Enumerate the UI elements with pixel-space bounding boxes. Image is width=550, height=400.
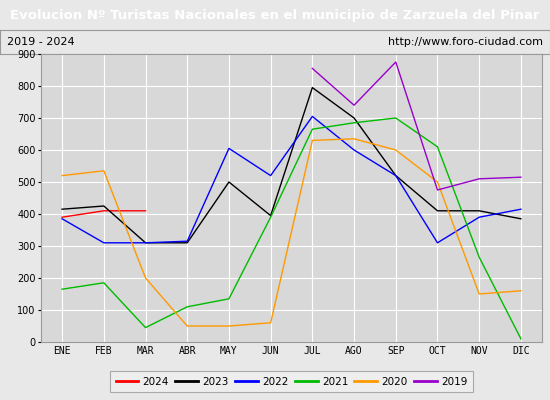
2020 [434, 180, 441, 184]
2021 [351, 120, 358, 125]
2022 [226, 146, 232, 151]
2023 [351, 116, 358, 120]
2024 [59, 215, 65, 220]
Line: 2021: 2021 [62, 118, 521, 339]
Text: 2019 - 2024: 2019 - 2024 [7, 37, 74, 47]
2021 [142, 325, 149, 330]
2021 [476, 255, 482, 260]
2023 [142, 240, 149, 245]
Legend: 2024, 2023, 2022, 2021, 2020, 2019: 2024, 2023, 2022, 2021, 2020, 2019 [111, 372, 472, 392]
2020 [267, 320, 274, 325]
2022 [309, 114, 316, 119]
2022 [476, 215, 482, 220]
2022 [434, 240, 441, 245]
2019 [351, 103, 358, 108]
2022 [184, 239, 190, 244]
2020 [226, 324, 232, 328]
2021 [59, 287, 65, 292]
2021 [226, 296, 232, 301]
2020 [476, 292, 482, 296]
2021 [267, 215, 274, 220]
2022 [59, 216, 65, 221]
2023 [434, 208, 441, 213]
2024 [142, 208, 149, 213]
2019 [393, 60, 399, 64]
2021 [518, 336, 524, 341]
Line: 2022: 2022 [62, 116, 521, 243]
Text: http://www.foro-ciudad.com: http://www.foro-ciudad.com [388, 37, 543, 47]
Line: 2019: 2019 [312, 62, 521, 190]
2021 [101, 280, 107, 285]
2024 [101, 208, 107, 213]
2020 [393, 148, 399, 152]
2021 [393, 116, 399, 120]
2023 [309, 85, 316, 90]
2019 [518, 175, 524, 180]
2023 [226, 180, 232, 184]
2022 [518, 207, 524, 212]
2023 [184, 240, 190, 245]
2023 [476, 208, 482, 213]
2023 [393, 173, 399, 178]
2023 [518, 216, 524, 221]
2022 [142, 240, 149, 245]
2022 [351, 148, 358, 152]
2020 [518, 288, 524, 293]
2021 [184, 304, 190, 309]
2023 [267, 213, 274, 218]
2020 [184, 324, 190, 328]
Text: Evolucion Nº Turistas Nacionales en el municipio de Zarzuela del Pinar: Evolucion Nº Turistas Nacionales en el m… [10, 8, 540, 22]
2022 [393, 173, 399, 178]
2023 [59, 207, 65, 212]
Line: 2023: 2023 [62, 88, 521, 243]
2020 [59, 173, 65, 178]
2019 [309, 66, 316, 71]
2020 [101, 168, 107, 173]
2020 [309, 138, 316, 143]
2019 [476, 176, 482, 181]
2020 [142, 276, 149, 280]
Line: 2024: 2024 [62, 211, 146, 217]
2021 [434, 144, 441, 149]
2020 [351, 136, 358, 141]
2023 [101, 204, 107, 208]
2019 [434, 188, 441, 192]
Line: 2020: 2020 [62, 139, 521, 326]
2021 [309, 127, 316, 132]
2022 [267, 173, 274, 178]
2022 [101, 240, 107, 245]
